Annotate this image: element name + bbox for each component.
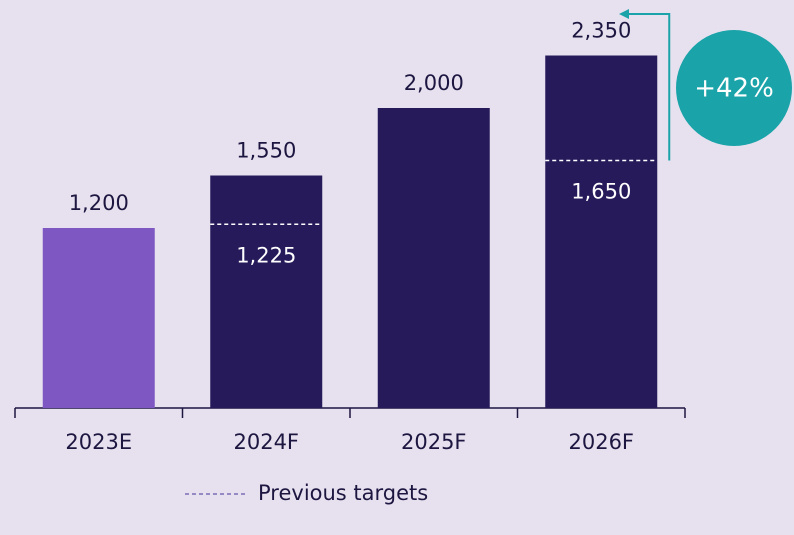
value-label: 1,550 [236,139,296,163]
value-label: 2,350 [571,19,631,43]
growth-badge [676,30,792,146]
bar [42,228,155,408]
previous-target-label: 1,650 [571,180,631,204]
previous-target-label: 1,225 [236,243,296,267]
x-tick-label: 2024F [233,430,299,454]
bar [545,55,658,408]
legend-label: Previous targets [258,481,428,505]
x-tick-label: 2023E [65,430,132,454]
x-tick-label: 2026F [568,430,634,454]
growth-arrow [619,9,671,161]
bar [210,175,323,408]
growth-label: +42% [694,74,774,104]
value-label: 2,000 [404,71,464,95]
x-tick-label: 2025F [401,430,467,454]
bar [377,108,490,408]
value-label: 1,200 [69,191,129,215]
